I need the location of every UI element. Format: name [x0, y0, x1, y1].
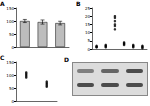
svg-text:50: 50 — [9, 32, 15, 37]
svg-text:A: A — [0, 0, 5, 7]
svg-text:100: 100 — [6, 73, 14, 78]
svg-text:0: 0 — [87, 47, 90, 52]
svg-text:B: B — [76, 0, 81, 7]
svg-text:15: 15 — [85, 22, 91, 27]
svg-text:5: 5 — [87, 38, 90, 43]
svg-text:100: 100 — [6, 19, 14, 24]
svg-text:25: 25 — [85, 6, 91, 11]
svg-text:0: 0 — [11, 99, 14, 104]
html-text:D: D — [64, 56, 69, 63]
svg-text:150: 150 — [6, 6, 14, 11]
svg-text:20: 20 — [85, 14, 91, 19]
svg-text:150: 150 — [6, 60, 14, 65]
svg-text:50: 50 — [9, 86, 15, 91]
svg-text:0: 0 — [11, 45, 14, 50]
svg-text:10: 10 — [85, 30, 91, 35]
svg-text:C: C — [0, 54, 5, 61]
